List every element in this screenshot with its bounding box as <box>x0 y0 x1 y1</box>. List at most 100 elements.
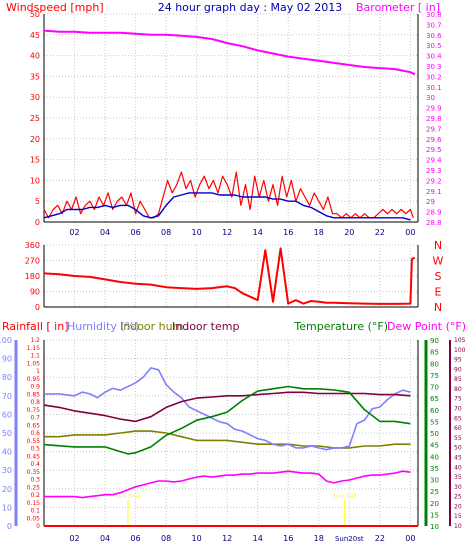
hum-ytick-0: 0 <box>7 522 12 531</box>
dew-ytick-15: 85 <box>454 376 462 383</box>
baro-ytick-6: 29.4 <box>426 157 442 165</box>
dew-ytick-0: 10 <box>454 523 462 530</box>
rain-ytick-12: 0.6 <box>30 430 40 437</box>
sunset-label: Sun Set <box>333 493 357 500</box>
indoor-humidity-line <box>44 430 411 449</box>
wind-xtick-2: 06 <box>130 228 140 237</box>
rain-ytick-5: 0.25 <box>27 484 41 491</box>
humidity-line <box>44 367 411 451</box>
temperature-line <box>43 385 411 455</box>
rain-ytick-19: 0.95 <box>27 376 41 383</box>
rain-ytick-17: 0.85 <box>27 391 41 398</box>
wind-xtick-7: 16 <box>283 228 293 237</box>
temp-xtick-5: 12 <box>222 534 232 543</box>
baro-ytick-16: 30.4 <box>426 53 442 61</box>
rain-ytick-2: 0.1 <box>30 508 40 515</box>
hum-ytick-1: 10 <box>2 503 12 512</box>
rain-ytick-9: 0.45 <box>27 453 41 460</box>
rain-ytick-6: 0.3 <box>30 477 40 484</box>
baro-ytick-13: 30.1 <box>426 84 442 92</box>
chart-marks: 0510152025303540455028.828.92929.129.229… <box>0 10 466 543</box>
legend-dewpoint: Dew Point (°F) <box>387 320 466 333</box>
wind-ytick-2: 10 <box>30 176 40 185</box>
dew-ytick-1: 15 <box>454 513 462 520</box>
dew-ytick-7: 45 <box>454 454 462 461</box>
dewpoint-line <box>44 470 411 499</box>
sunrise-label: Sun Rise <box>115 493 141 500</box>
temp-xtick-0: 02 <box>69 534 79 543</box>
dew-ytick-8: 50 <box>454 445 462 452</box>
temp-xtick-10: 22 <box>375 534 385 543</box>
temp-ytick-13: 75 <box>430 372 439 380</box>
rain-ytick-13: 0.65 <box>27 422 41 429</box>
temp-ytick-11: 65 <box>430 395 439 403</box>
baro-ytick-8: 29.6 <box>426 136 442 144</box>
windspeed-axis-title: Windspeed [mph] <box>6 1 104 14</box>
dew-ytick-12: 70 <box>454 406 462 413</box>
windspeed-line <box>43 171 414 219</box>
dew-ytick-10: 60 <box>454 425 462 432</box>
wind-ytick-10: 50 <box>30 10 40 19</box>
dir-compass-1: W <box>433 255 444 268</box>
wind-ytick-8: 40 <box>30 52 40 61</box>
dew-ytick-13: 75 <box>454 396 462 403</box>
legend-humidity: Humidity (%) <box>67 320 139 333</box>
temp-xtick-9: Sun20st <box>335 535 364 543</box>
wind-xtick-5: 12 <box>222 228 232 237</box>
wind-xtick-3: 08 <box>161 228 171 237</box>
dew-ytick-9: 55 <box>454 435 462 442</box>
temp-ytick-2: 20 <box>430 500 439 508</box>
wind-xtick-1: 04 <box>100 228 110 237</box>
wind-xtick-6: 14 <box>253 228 263 237</box>
dir-compass-4: N <box>434 301 442 314</box>
temp-xtick-6: 14 <box>253 534 263 543</box>
hum-ytick-6: 60 <box>2 410 12 419</box>
dir-ytick-4: 360 <box>25 241 40 250</box>
dew-ytick-2: 20 <box>454 503 462 510</box>
rain-ytick-15: 0.75 <box>27 407 41 414</box>
hum-ytick-5: 50 <box>2 429 12 438</box>
temp-xtick-1: 04 <box>100 534 110 543</box>
dir-ytick-2: 180 <box>25 272 40 281</box>
temp-ytick-15: 85 <box>430 349 439 357</box>
temp-ytick-12: 70 <box>430 384 439 392</box>
temp-xtick-7: 16 <box>283 534 293 543</box>
baro-ytick-1: 28.9 <box>426 209 442 217</box>
temp-xtick-8: 18 <box>314 534 324 543</box>
baro-ytick-17: 30.5 <box>426 42 442 50</box>
temp-ytick-5: 35 <box>430 465 439 473</box>
temp-ytick-1: 15 <box>430 511 439 519</box>
wind-ytick-7: 35 <box>30 72 40 81</box>
wind-direction-line <box>43 247 416 305</box>
rain-ytick-18: 0.9 <box>30 384 40 391</box>
rain-ytick-16: 0.8 <box>30 399 40 406</box>
temp-ytick-14: 80 <box>430 360 439 368</box>
hum-ytick-8: 80 <box>2 373 12 382</box>
dew-ytick-4: 30 <box>454 484 462 491</box>
baro-ytick-7: 29.5 <box>426 146 442 154</box>
dir-compass-2: S <box>435 270 442 283</box>
baro-ytick-11: 29.9 <box>426 105 442 113</box>
rain-ytick-11: 0.55 <box>27 438 41 445</box>
dew-ytick-5: 35 <box>454 474 462 481</box>
baro-ytick-10: 29.8 <box>426 115 442 123</box>
rain-ytick-14: 0.7 <box>30 415 40 422</box>
dew-ytick-3: 25 <box>454 494 462 501</box>
dir-compass-3: E <box>435 286 442 299</box>
rain-ytick-8: 0.4 <box>30 461 40 468</box>
temp-xtick-2: 06 <box>130 534 140 543</box>
rain-ytick-20: 1 <box>36 368 40 375</box>
barometer-line <box>43 29 416 76</box>
hum-ytick-3: 30 <box>2 466 12 475</box>
baro-ytick-19: 30.7 <box>426 21 442 29</box>
dew-ytick-11: 65 <box>454 415 462 422</box>
rain-ytick-4: 0.2 <box>30 492 40 499</box>
temp-ytick-8: 50 <box>430 430 439 438</box>
baro-ytick-0: 28.8 <box>426 219 442 227</box>
dew-ytick-18: 100 <box>454 347 466 354</box>
rain-ytick-7: 0.35 <box>27 469 41 476</box>
dir-ytick-1: 90 <box>30 288 40 297</box>
